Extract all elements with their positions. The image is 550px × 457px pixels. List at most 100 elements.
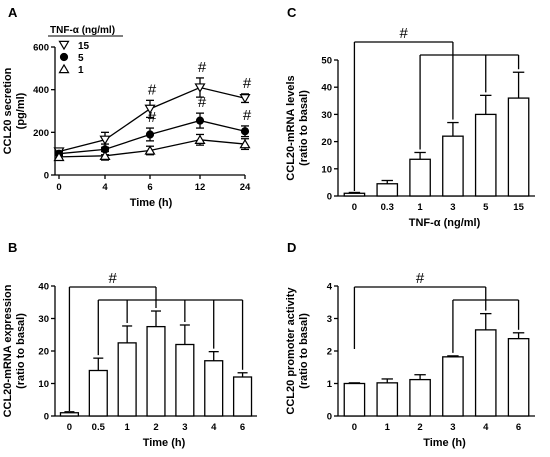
panel-d-x-tick-label: 6 <box>516 422 521 433</box>
panel-d-x-tick-label: 1 <box>385 422 391 433</box>
panel-d-x-tick-label: 4 <box>483 422 489 433</box>
panel-d-y-axis-title: CCL20 promoter activity <box>285 287 297 415</box>
panel-a-point-1 <box>144 145 156 155</box>
panel-c-y-axis-subtitle: (ratio to basal) <box>298 90 310 166</box>
panel-c-y-tick-label: 50 <box>321 56 332 67</box>
panel-a-point-5 <box>195 116 205 125</box>
panel-b-x-tick-label: 0 <box>67 422 72 433</box>
panel-c-x-tick-label: 5 <box>483 202 489 213</box>
panel-a-legend-marker-15 <box>58 40 70 51</box>
panel-d-label: D <box>287 240 296 255</box>
panel-c-x-tick-label: 15 <box>513 202 524 213</box>
panel-d-bar <box>474 329 497 417</box>
panel-d-y-tick-label: 1 <box>327 379 333 390</box>
panel-b-bar <box>146 325 166 417</box>
panel-d-y-tick-label: 2 <box>327 347 332 358</box>
panel-a-legend-entry: 15 <box>78 41 90 52</box>
panel-c-bar <box>474 113 497 197</box>
panel-d-bar <box>376 382 399 417</box>
panel-b-y-axis-subtitle: (ratio to basal) <box>15 313 27 389</box>
panel-b-significance-mark: # <box>109 270 118 287</box>
panel-a-x-tick-label: 4 <box>102 182 108 193</box>
panel-c-y-tick-label: 30 <box>321 110 332 121</box>
panel-b-bar <box>117 342 137 417</box>
panel-c-x-tick-label: 3 <box>450 202 455 213</box>
panel-b-y-tick-label: 10 <box>38 379 49 390</box>
panel-a-legend-entry: 5 <box>78 53 84 64</box>
panel-d-y-axis-subtitle: (ratio to basal) <box>298 313 310 389</box>
panel-b-y-tick-label: 40 <box>38 282 49 293</box>
panel-a-x-tick-label: 0 <box>56 182 61 193</box>
panel-d-x-tick-label: 3 <box>450 422 455 433</box>
panel-a-point-1 <box>99 150 111 160</box>
panel-a-point-15 <box>194 83 206 93</box>
panel-a-line-chart: A 0 200 400 600 CCL20 secretion (pg/ml) 0 4 6 12 2… <box>2 5 252 209</box>
panel-b-x-tick-label: 4 <box>211 422 217 433</box>
panel-a-significance-mark: # <box>198 59 207 76</box>
panel-c-x-tick-label: 1 <box>417 202 423 213</box>
panel-c-y-tick-label: 10 <box>321 164 332 175</box>
panel-a-significance-mark: # <box>243 107 252 124</box>
panel-a-significance-mark: # <box>148 81 157 98</box>
panel-a-x-tick-label: 24 <box>240 182 251 193</box>
panel-d-bar <box>442 356 464 417</box>
panel-a-y-axis-title: CCL20 secretion <box>2 67 14 154</box>
panel-a-y-tick-label: 0 <box>44 171 49 182</box>
panel-c-x-tick-label: 0.3 <box>381 202 394 213</box>
panel-a-y-tick-label: 400 <box>33 85 49 96</box>
panel-a-x-axis-title: Time (h) <box>130 197 173 209</box>
panel-c-y-tick-label: 0 <box>327 192 332 203</box>
panel-a-point-1 <box>239 138 251 149</box>
panel-b-x-tick-label: 6 <box>240 422 245 433</box>
panel-d-x-axis-title: Time (h) <box>423 437 466 449</box>
panel-d-bar-chart: D 0 1 2 3 4 CCL20 promoter activity (ratio to … <box>285 240 535 449</box>
panel-a-y-tick-label: 600 <box>33 43 49 54</box>
panel-b-x-tick-label: 0.5 <box>92 422 106 433</box>
panel-a-y-axis-subtitle: (pg/ml) <box>15 92 27 129</box>
panel-c-x-tick-label: 0 <box>352 202 357 213</box>
panel-d-y-tick-label: 3 <box>327 314 332 325</box>
panel-b-x-axis-title: Time (h) <box>143 437 186 449</box>
panel-a-x-tick-label: 6 <box>147 182 152 193</box>
panel-d-bar <box>343 382 366 417</box>
panel-d-bar <box>507 337 530 417</box>
panel-a-legend-entry: 1 <box>78 65 84 76</box>
panel-c-bar <box>409 158 431 197</box>
panel-b-x-tick-label: 3 <box>182 422 187 433</box>
panel-a-point-5 <box>240 127 250 136</box>
panel-b-bar <box>232 376 253 417</box>
panel-c-bar <box>343 192 366 197</box>
panel-a-point-15 <box>99 135 111 146</box>
panel-c-bar <box>507 97 530 197</box>
panel-d-x-tick-label: 2 <box>417 422 422 433</box>
panel-a-point-15 <box>144 104 156 115</box>
panel-c-y-tick-label: 40 <box>321 83 332 94</box>
panel-d-bar <box>409 378 431 417</box>
panel-a-x-tick-label: 12 <box>195 182 206 193</box>
panel-a-significance-mark: # <box>198 94 207 111</box>
panel-b-bar <box>204 360 224 417</box>
panel-b-bar <box>88 369 108 417</box>
panel-a-legend-marker-1 <box>58 63 70 74</box>
panel-a-point-1 <box>53 151 65 162</box>
panel-c-label: C <box>287 5 297 20</box>
panel-c-bar <box>376 183 399 197</box>
panel-b-x-tick-label: 1 <box>124 422 130 433</box>
panel-b-x-tick-label: 2 <box>153 422 158 433</box>
panel-d-significance-mark: # <box>416 270 425 287</box>
panel-a-legend-marker-5 <box>59 52 69 62</box>
panel-c-significance-mark: # <box>399 25 408 42</box>
panel-a-y-tick-label: 200 <box>33 128 49 139</box>
panel-c-y-axis-title: CCL20-mRNA levels <box>285 75 297 180</box>
panel-b-y-tick-label: 20 <box>38 347 49 358</box>
panel-b-y-tick-label: 30 <box>38 314 49 325</box>
panel-a-significance-mark: # <box>243 75 252 92</box>
panel-a-legend-title: TNF-α (ng/ml) <box>50 25 115 36</box>
panel-c-y-tick-label: 20 <box>321 137 332 148</box>
panel-b-y-axis-title: CCL20-mRNA expression <box>2 284 14 417</box>
panel-d-y-tick-label: 4 <box>327 282 333 293</box>
panel-a-point-15 <box>239 93 251 104</box>
